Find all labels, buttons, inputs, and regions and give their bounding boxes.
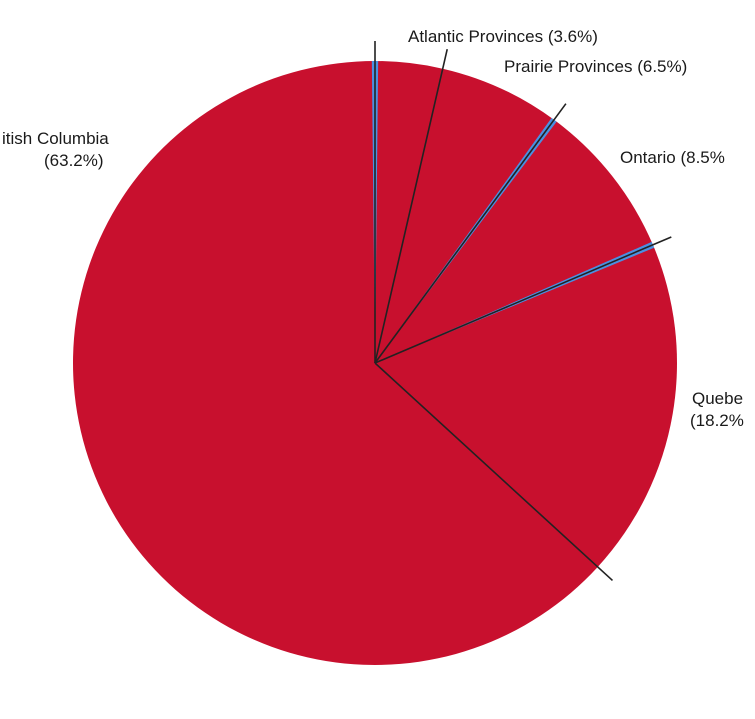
pie-divider-3 [374, 236, 672, 364]
label-british-columbia: itish Columbia [2, 129, 109, 148]
pie-slice-british-columbia [73, 61, 598, 665]
pie-slice-ontario [375, 119, 653, 363]
pie-slice-prairie-provinces [375, 68, 555, 363]
pie-dividers [374, 41, 672, 582]
pie-divider-2 [374, 103, 567, 364]
label-atlantic-provinces: Atlantic Provinces (3.6%) [408, 27, 598, 46]
pie-divider-4 [374, 362, 614, 582]
pie-divider-1 [374, 49, 448, 364]
label-prairie-provinces: Prairie Provinces (6.5%) [504, 57, 687, 76]
label-quebec: Quebe [692, 389, 743, 408]
label-british-columbia-percent: (63.2%) [44, 151, 104, 170]
label-quebec-percent: (18.2% [690, 411, 744, 430]
pie-wedges [73, 61, 677, 665]
label-ontario: Ontario (8.5% [620, 148, 725, 167]
pie-slice-quebec [375, 244, 677, 567]
